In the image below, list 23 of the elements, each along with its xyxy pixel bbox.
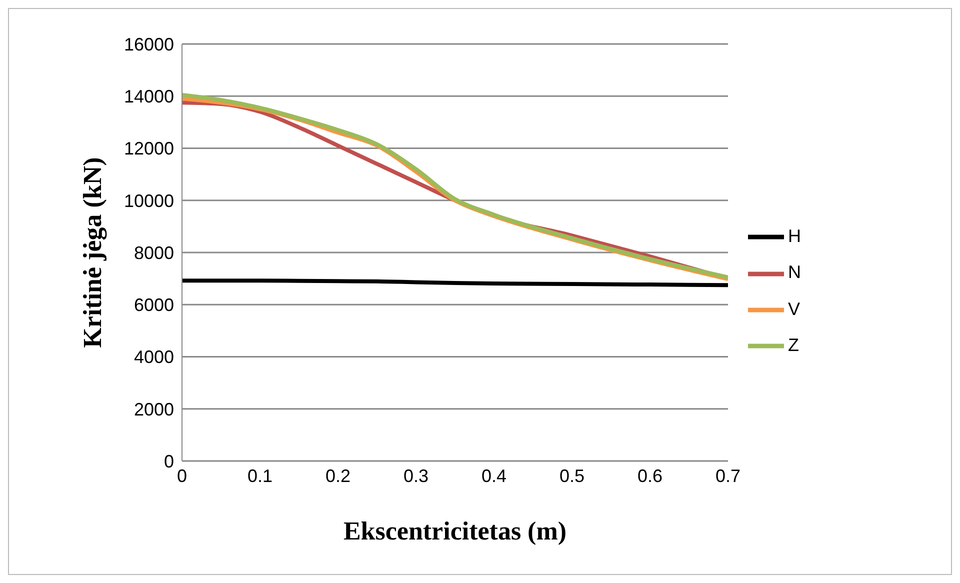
x-tick-label: 0.5 xyxy=(559,466,585,486)
legend-label: V xyxy=(788,298,800,318)
x-tick-label: 0.2 xyxy=(325,466,351,486)
legend-label: Z xyxy=(788,334,799,355)
y-tick-label: 10000 xyxy=(124,190,174,211)
y-tick-label: 12000 xyxy=(124,138,174,159)
y-tick-label: 6000 xyxy=(134,295,174,316)
y-tick-label: 14000 xyxy=(124,86,174,107)
x-tick-label: 0.3 xyxy=(403,466,429,486)
y-tick-label: 4000 xyxy=(134,347,174,368)
y-tick-label: 8000 xyxy=(134,242,174,263)
y-tick-label: 16000 xyxy=(124,34,174,54)
x-axis-title: Ekscentricitetas (m) xyxy=(343,516,567,546)
x-tick-label: 0 xyxy=(176,466,188,486)
x-tick-label: 0.7 xyxy=(715,466,741,486)
x-tick-label: 0.4 xyxy=(481,466,507,486)
y-tick-label: 0 xyxy=(164,451,174,472)
y-tick-label: 2000 xyxy=(134,399,174,420)
x-tick-label: 0.1 xyxy=(247,466,273,486)
legend-label: N xyxy=(788,262,801,282)
y-axis-title: Kritinė jėga (kN) xyxy=(78,157,108,348)
legend-label: H xyxy=(788,226,801,246)
x-tick-label: 0.6 xyxy=(637,466,663,486)
